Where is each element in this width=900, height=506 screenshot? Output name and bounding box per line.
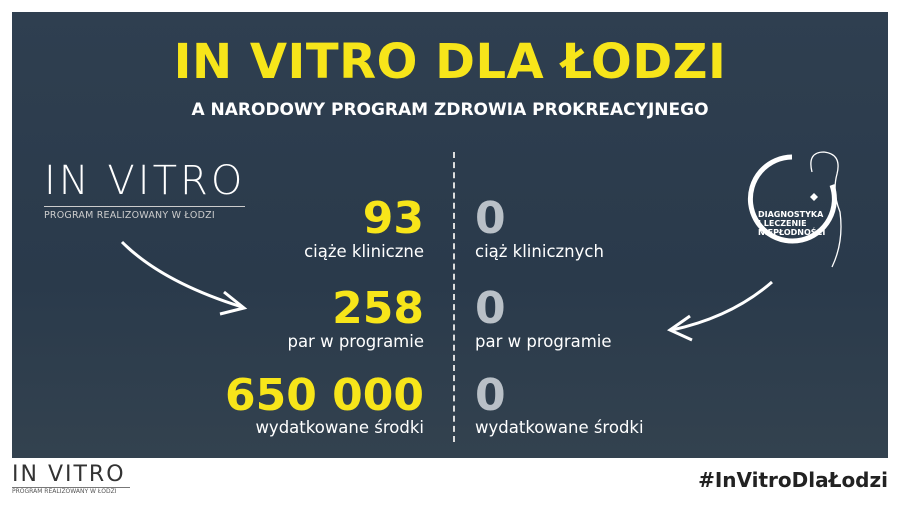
fertility-logo-text: DIAGNOSTYKA I LECZENIE NIEPŁODNOŚCI — [758, 210, 826, 237]
arrow-left-icon — [120, 240, 243, 309]
arrows — [120, 151, 842, 342]
hashtag: #InVitroDlaŁodzi — [698, 468, 888, 492]
stat-label: wydatkowane środki — [255, 418, 424, 437]
divider — [453, 152, 455, 442]
infographic-panel: IN VITRO DLA ŁODZI A NARODOWY PROGRAM ZD… — [12, 12, 888, 458]
fertility-logo-icon — [747, 151, 842, 268]
stat-label: par w programie — [475, 332, 612, 351]
footer-logo: IN VITRO PROGRAM REALIZOWANY W ŁODZI — [12, 462, 130, 495]
arrow-right-icon — [671, 280, 773, 332]
stat-label: wydatkowane środki — [475, 418, 644, 437]
stat-label: par w programie — [287, 332, 424, 351]
stat-value: 650 000 — [224, 370, 424, 421]
stat-value: 0 — [475, 193, 506, 244]
stat-value: 0 — [475, 283, 506, 334]
page-subtitle: A NARODOWY PROGRAM ZDROWIA PROKREACYJNEG… — [191, 100, 709, 120]
stat-value: 258 — [332, 283, 424, 334]
in-vitro-logo: IN VITRO PROGRAM REALIZOWANY W ŁODZI — [44, 158, 246, 221]
stat-label: ciąż klinicznych — [475, 242, 604, 261]
page-title: IN VITRO DLA ŁODZI — [173, 34, 727, 90]
stat-value: 93 — [362, 193, 424, 244]
stat-label: ciąże kliniczne — [304, 242, 424, 261]
stat-value: 0 — [475, 370, 506, 421]
